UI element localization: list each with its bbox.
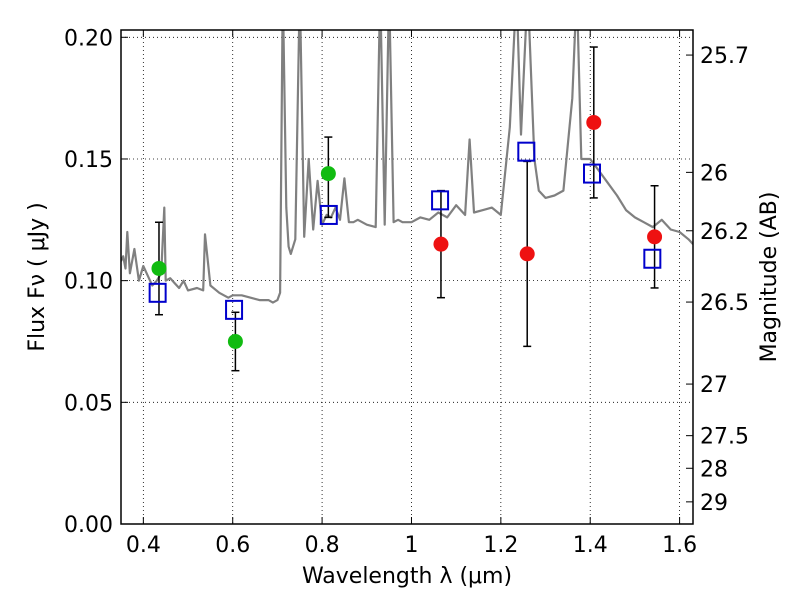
- model-square-marker: [431, 190, 450, 211]
- y-right-tick-label: 29: [700, 491, 728, 516]
- observed-red-point: [519, 246, 535, 262]
- x-tick-label: 0.4: [126, 533, 161, 558]
- observed-red-point: [586, 114, 602, 130]
- observed-green-point: [151, 260, 167, 276]
- y-axis-label: Flux Fν ( μJy ): [25, 202, 50, 351]
- axis-ticks: 0.4 0.6 0.8 1 1.2 1.4 1.6 0.00 0.05 0.10 0.15 0.20 2…: [64, 26, 749, 558]
- marker-layer: [148, 46, 663, 372]
- y-right-tick-label: 28: [700, 457, 728, 482]
- y-tick-label: 0.15: [64, 148, 113, 173]
- x-tick-label: 0.8: [305, 533, 340, 558]
- model-square-marker: [148, 282, 167, 303]
- y-right-tick-label: 25.7: [700, 44, 749, 69]
- y-right-tick-label: 26.5: [700, 291, 749, 316]
- model-square-marker: [517, 141, 536, 162]
- grid-lines: [121, 30, 693, 524]
- spectrum-line: [121, 30, 693, 304]
- y-tick-label: 0.20: [64, 26, 113, 51]
- observed-green-point: [227, 333, 243, 349]
- x-tick-label: 0.6: [215, 533, 250, 558]
- y-tick-label: 0.05: [64, 391, 113, 416]
- y-right-tick-label: 27: [700, 373, 728, 398]
- model-square-marker: [643, 248, 662, 269]
- y-right-tick-label: 26: [700, 161, 728, 186]
- x-axis-label: Wavelength λ (μm): [302, 564, 512, 589]
- model-square-marker: [319, 204, 338, 225]
- y-right-tick-label: 27.5: [700, 425, 749, 450]
- y-tick-label: 0.00: [64, 513, 113, 538]
- observed-green-point: [320, 166, 336, 182]
- x-tick-label: 1: [404, 533, 418, 558]
- x-tick-label: 1.2: [483, 533, 518, 558]
- x-tick-label: 1.6: [662, 533, 697, 558]
- x-tick-label: 1.4: [573, 533, 608, 558]
- y-tick-label: 0.10: [64, 270, 113, 295]
- spectrum-layer: [121, 30, 693, 304]
- y-right-tick-label: 26.2: [700, 220, 749, 245]
- plot-background: [121, 30, 693, 524]
- plot-frame: [120, 29, 694, 525]
- observed-red-point: [647, 229, 663, 245]
- model-square-marker: [225, 299, 244, 320]
- model-square-marker: [583, 163, 602, 184]
- y-right-axis-label: Magnitude (AB): [757, 192, 782, 363]
- observed-red-point: [433, 236, 449, 252]
